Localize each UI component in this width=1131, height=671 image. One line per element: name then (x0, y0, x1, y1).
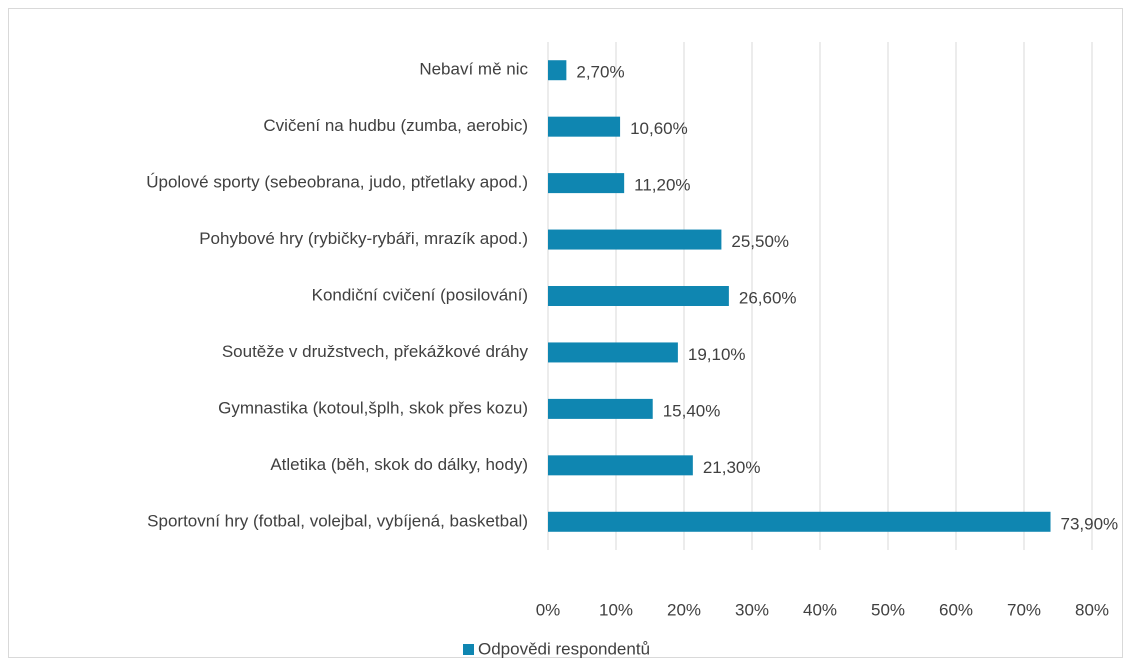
y-tick-label: Kondiční cvičení (posilování) (312, 285, 528, 304)
data-label: 73,90% (1061, 514, 1119, 533)
bar (548, 60, 567, 81)
data-label: 21,30% (703, 458, 761, 477)
bar (548, 398, 653, 419)
y-tick-label: Soutěže v družstvech, překážkové dráhy (222, 342, 529, 361)
bar (548, 286, 729, 306)
y-tick-label: Pohybové hry (rybičky-rybáři, mrazík apo… (199, 229, 528, 248)
data-label: 2,70% (576, 63, 624, 82)
bar (548, 173, 625, 194)
x-tick-label: 40% (803, 600, 837, 619)
y-tick-label: Sportovní hry (fotbal, volejbal, vybíjen… (147, 511, 528, 530)
x-tick-label: 70% (1007, 600, 1041, 619)
y-tick-label: Gymnastika (kotoul,šplh, skok přes kozu) (218, 398, 528, 417)
y-tick-label: Atletika (běh, skok do dálky, hody) (270, 455, 528, 474)
x-tick-label: 80% (1075, 600, 1109, 619)
x-tick-label: 50% (871, 600, 905, 619)
y-tick-label: Cvičení na hudbu (zumba, aerobic) (263, 116, 528, 135)
bar (548, 342, 678, 363)
legend-label: Odpovědi respondentů (478, 639, 650, 658)
x-tick-label: 10% (599, 600, 633, 619)
y-tick-label: Úpolové sporty (sebeobrana, judo, ptřetl… (146, 173, 528, 192)
bar (548, 455, 693, 476)
data-label: 10,60% (630, 119, 688, 138)
bar (548, 229, 722, 250)
x-tick-label: 0% (536, 600, 561, 619)
x-tick-label: 60% (939, 600, 973, 619)
data-label: 11,20% (634, 176, 690, 195)
bar (548, 511, 1051, 532)
data-label: 15,40% (663, 401, 721, 420)
data-label: 25,50% (731, 232, 789, 251)
legend-swatch (463, 644, 474, 655)
data-label: 26,60% (739, 288, 797, 307)
x-tick-label: 20% (667, 600, 701, 619)
y-tick-label: Nebaví mě nic (419, 60, 528, 79)
chart-frame (8, 8, 1123, 658)
data-label: 19,10% (688, 345, 746, 364)
x-tick-label: 30% (735, 600, 769, 619)
bar (548, 116, 621, 137)
